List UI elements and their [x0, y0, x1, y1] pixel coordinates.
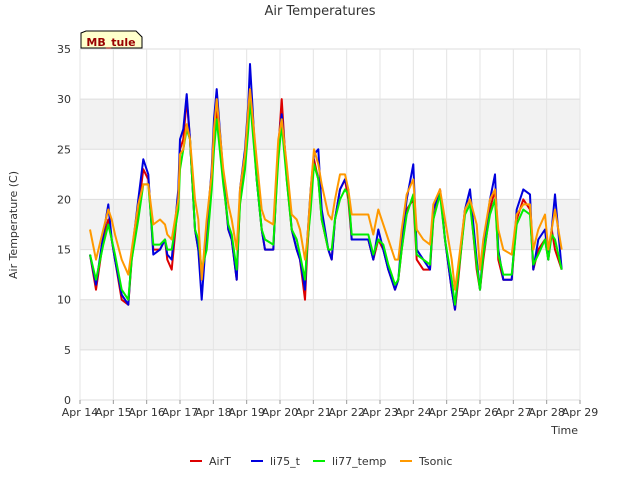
x-tick-label: Apr 16 — [128, 406, 165, 419]
x-tick-label: Apr 15 — [95, 406, 132, 419]
y-tick-label: 25 — [57, 143, 71, 156]
x-axis-label: Time — [550, 424, 578, 437]
legend-label-li75-t: li75_t — [270, 455, 301, 468]
x-tick-label: Apr 23 — [362, 406, 399, 419]
series-line-li77-temp — [89, 98, 563, 306]
plot-background — [80, 49, 580, 400]
legend-label-li77-temp: li77_temp — [332, 455, 386, 468]
x-tick-label: Apr 20 — [262, 406, 299, 419]
station-label-box: MB_tule — [80, 30, 143, 49]
legend-label-tsonic: Tsonic — [418, 455, 452, 468]
y-tick-label: 30 — [57, 93, 71, 106]
x-tick-label: Apr 17 — [162, 406, 199, 419]
y-tick-label: 20 — [57, 193, 71, 206]
x-tick-label: Apr 21 — [295, 406, 332, 419]
x-tick-label: Apr 18 — [195, 406, 232, 419]
y-tick-label: 35 — [57, 43, 71, 56]
y-tick-label: 5 — [64, 344, 71, 357]
y-axis-ticks: 0 5 10 15 20 25 30 35 — [57, 43, 71, 407]
legend: AirT li75_t li77_temp Tsonic — [190, 455, 452, 468]
plot-band — [80, 99, 580, 150]
x-tick-label: Apr 22 — [328, 406, 365, 419]
x-tick-label: Apr 28 — [528, 406, 565, 419]
plot-band — [80, 299, 580, 350]
x-tick-label: Apr 25 — [428, 406, 465, 419]
series-line-tsonic — [89, 88, 563, 291]
y-axis-label: Air Temperature (C) — [7, 171, 20, 279]
x-tick-label: Apr 29 — [562, 406, 599, 419]
plot-band — [80, 199, 580, 250]
station-label: MB_tule — [86, 36, 135, 49]
legend-label-airt: AirT — [209, 455, 231, 468]
x-tick-label: Apr 24 — [395, 406, 432, 419]
y-tick-label: 15 — [57, 244, 71, 257]
station-label-shape — [80, 30, 143, 49]
x-tick-label: Apr 27 — [495, 406, 532, 419]
x-tick-label: Apr 19 — [228, 406, 265, 419]
chart-title: Air Temperatures — [264, 4, 375, 19]
x-tick-label: Apr 26 — [462, 406, 499, 419]
x-tick-label: Apr 14 — [62, 406, 99, 419]
y-tick-label: 10 — [57, 294, 71, 307]
series-lines — [89, 63, 563, 311]
y-tick-label: 0 — [64, 394, 71, 407]
